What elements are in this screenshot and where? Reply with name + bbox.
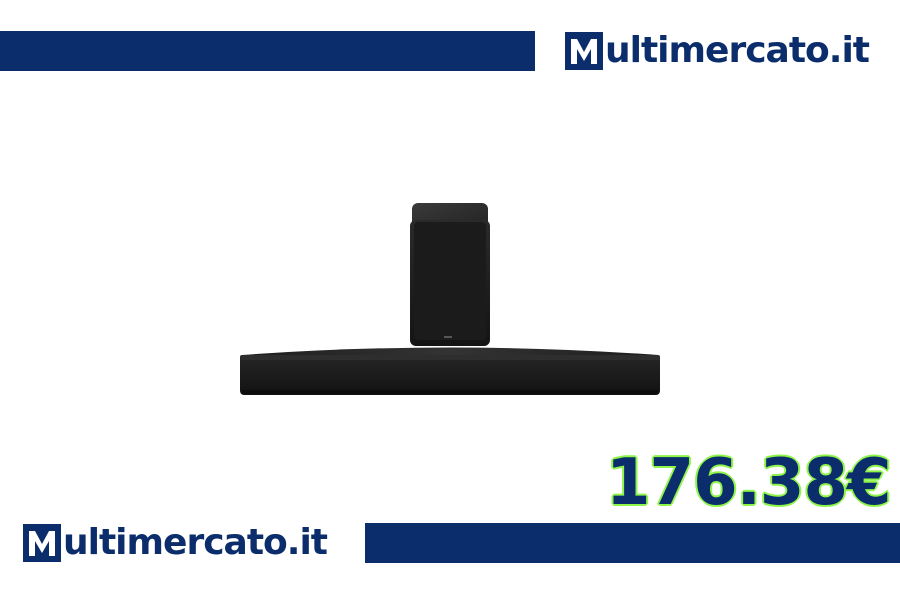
brand-name: ultimercato.it — [605, 30, 870, 71]
top-banner-bar — [0, 31, 535, 71]
m-letter-logo-icon — [565, 32, 603, 70]
brand-logo-top: ultimercato.it — [565, 29, 870, 73]
bottom-banner-bar — [365, 523, 900, 563]
price-label: 176.38€ — [605, 445, 892, 521]
brand-logo-bottom: ultimercato.it — [23, 521, 328, 565]
m-letter-logo-icon — [23, 524, 61, 562]
product-image — [230, 190, 670, 410]
soundbar-with-subwoofer-icon — [240, 203, 660, 395]
brand-name: ultimercato.it — [63, 522, 328, 563]
